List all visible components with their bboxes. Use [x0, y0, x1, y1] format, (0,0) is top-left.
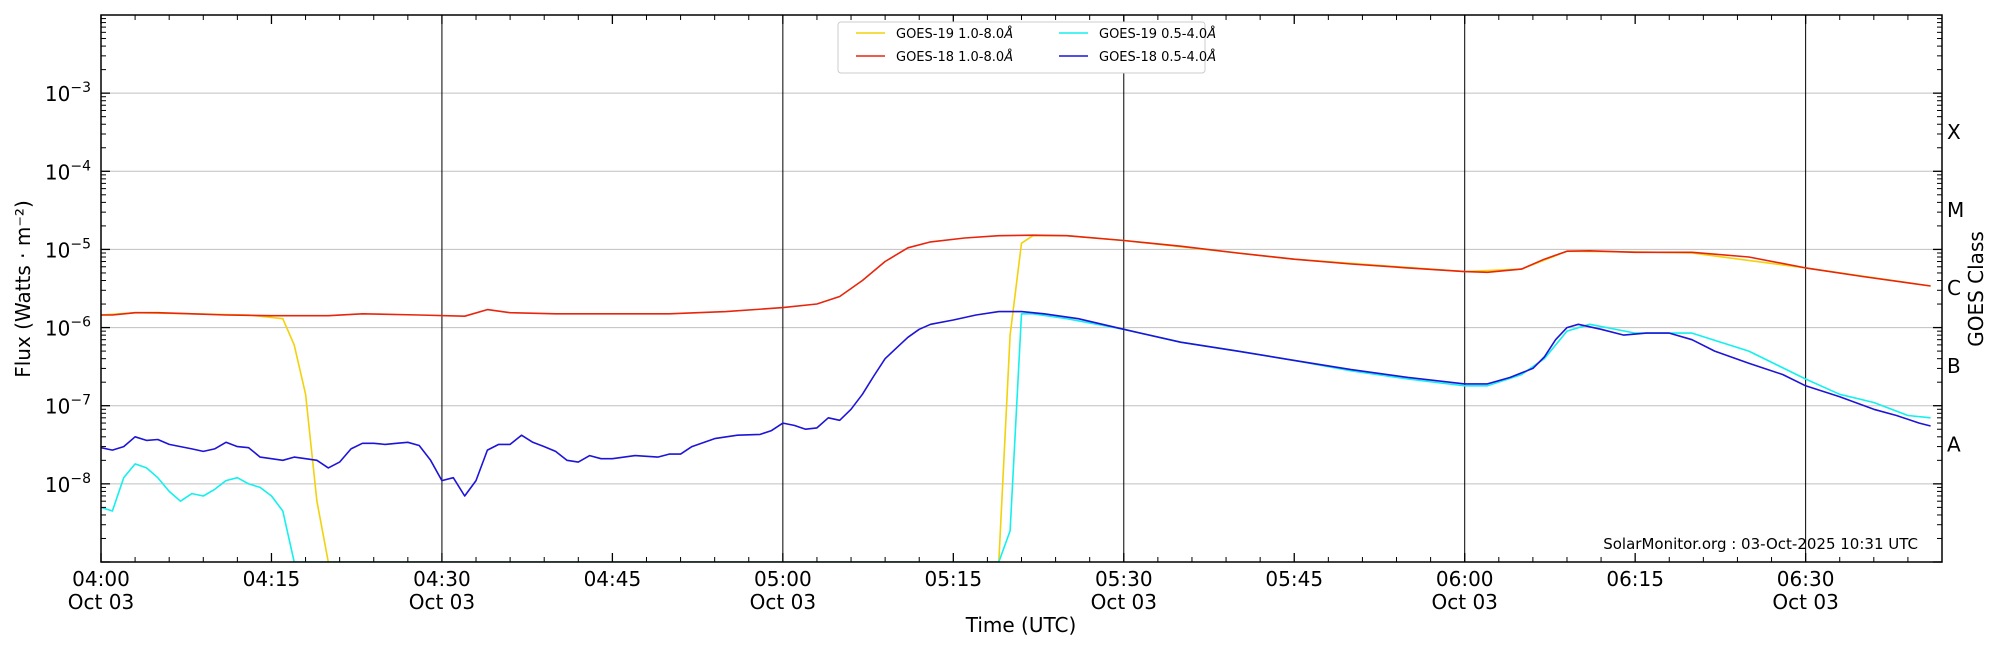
- plot-frame: [100, 14, 1943, 563]
- legend: GOES-19 1.0-8.0Å GOES-18 1.0-8.0Å GOES-19 …: [837, 21, 1216, 74]
- series-line: [101, 234, 1931, 562]
- x-tick-date-label: Oct 03: [409, 590, 475, 614]
- goes-class-labels: A B C M X: [1947, 120, 1964, 457]
- x-axis-label: Time (UTC): [965, 613, 1077, 637]
- y-axis-label: Flux (Watts · m⁻²): [11, 200, 35, 378]
- grid-layer: [101, 15, 1942, 562]
- legend-label: GOES-18 0.5-4.0Å: [1099, 49, 1216, 65]
- y-tick-label: 10−8: [45, 471, 91, 497]
- y-tick-labels: 10−8 10−7 10−6 10−5 10−4 10−3: [45, 80, 91, 497]
- goes-class-label: A: [1947, 432, 1961, 456]
- x-tick-label: 04:15: [243, 567, 301, 591]
- x-tick-date-label: Oct 03: [1772, 590, 1838, 614]
- series-line: [101, 312, 1931, 562]
- y-tick-label: 10−3: [45, 80, 91, 106]
- goes-class-label: M: [1947, 198, 1964, 222]
- x-tick-date-label: Oct 03: [1432, 590, 1498, 614]
- legend-box: [837, 21, 1206, 74]
- x-tick-label: 04:45: [584, 567, 642, 591]
- x-tick-label: 06:00: [1436, 567, 1494, 591]
- x-tick-label: 05:00: [754, 567, 812, 591]
- x-tick-label: 05:30: [1095, 567, 1153, 591]
- goes-class-label: B: [1947, 354, 1961, 378]
- y2-axis-label: GOES Class: [1964, 231, 1988, 347]
- y-tick-label: 10−5: [45, 236, 91, 262]
- x-tick-label: 06:15: [1606, 567, 1664, 591]
- legend-label: GOES-19 1.0-8.0Å: [896, 26, 1013, 42]
- legend-label: GOES-19 0.5-4.0Å: [1099, 26, 1216, 42]
- x-tick-label: 05:15: [924, 567, 982, 591]
- x-tick-label: 06:30: [1777, 567, 1835, 591]
- x-tick-date-label: Oct 03: [68, 590, 134, 614]
- goes-class-label: C: [1947, 276, 1961, 300]
- source-annotation: SolarMonitor.org : 03-Oct-2025 10:31 UTC: [1603, 535, 1918, 553]
- y-tick-label: 10−4: [45, 158, 91, 184]
- x-tick-label: 04:00: [72, 567, 130, 591]
- x-tick-date-label: Oct 03: [750, 590, 816, 614]
- y-tick-label: 10−7: [45, 393, 91, 419]
- series-line: [101, 234, 1931, 318]
- ticks-layer: [100, 15, 1943, 563]
- x-tick-label: 05:45: [1265, 567, 1323, 591]
- series-layer: [101, 234, 1931, 562]
- goes-class-label: X: [1947, 120, 1961, 144]
- legend-label: GOES-18 1.0-8.0Å: [896, 49, 1013, 65]
- x-tick-date-label: Oct 03: [1091, 590, 1157, 614]
- y-tick-label: 10−6: [45, 315, 91, 341]
- x-tick-label: 04:30: [413, 567, 471, 591]
- series-line: [101, 310, 1931, 497]
